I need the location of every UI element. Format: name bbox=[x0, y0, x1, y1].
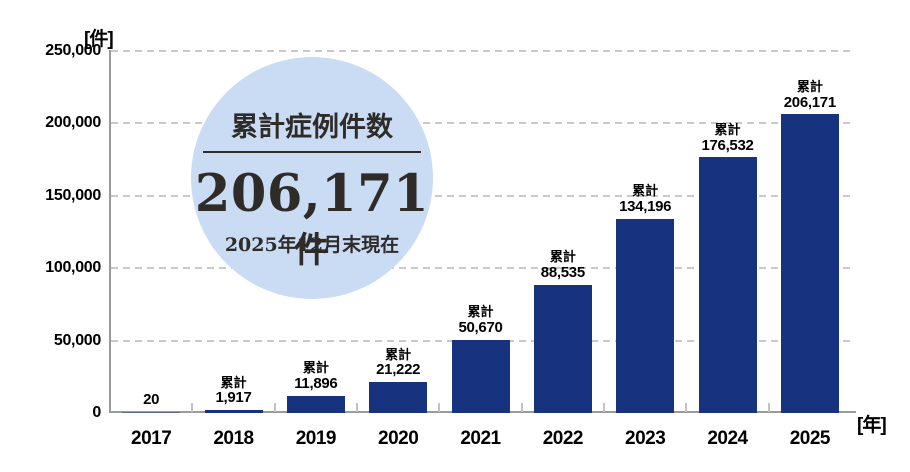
x-axis-boundary-tick bbox=[438, 403, 441, 412]
bar-label-2022: 累計 88,535 bbox=[541, 250, 585, 281]
bar-2018 bbox=[204, 410, 263, 413]
x-tick-label-2025: 2025 bbox=[789, 428, 831, 449]
bar-2020 bbox=[369, 382, 428, 413]
bar-label-2025: 累計 206,171 bbox=[784, 80, 836, 111]
bar-2021 bbox=[451, 339, 510, 413]
badge-as-of-date: 2025年12月末現在 bbox=[224, 234, 400, 256]
bar-label-value: 1,917 bbox=[215, 389, 252, 407]
bar-label-prefix: 累計 bbox=[714, 122, 741, 138]
bar-label-prefix: 累計 bbox=[632, 183, 659, 199]
x-axis-boundary-tick bbox=[603, 403, 605, 412]
bar-label-prefix: 累計 bbox=[796, 79, 823, 95]
bar-2024 bbox=[698, 157, 757, 413]
bar-label-value: 11,896 bbox=[294, 374, 338, 392]
y-tick-label: 250,000 bbox=[45, 42, 101, 59]
y-axis-line bbox=[109, 50, 111, 413]
bar-label-value: 206,171 bbox=[783, 93, 836, 111]
bar-label-2021: 累計 50,670 bbox=[458, 305, 502, 336]
bar-label-2024: 累計 176,532 bbox=[701, 122, 754, 154]
bar-label-prefix: 累計 bbox=[385, 346, 412, 362]
bar-label-prefix: 累計 bbox=[220, 374, 247, 390]
x-axis-unit-label: [年] bbox=[857, 415, 887, 436]
gridline-250,000 bbox=[111, 50, 852, 52]
y-tick-label: 200,000 bbox=[45, 114, 101, 132]
bar-label-value: 20 bbox=[143, 391, 160, 409]
y-tick-label: 150,000 bbox=[45, 186, 101, 204]
bar-label-2018: 累計 1,917 bbox=[215, 374, 252, 407]
badge-total-number: 206,171 bbox=[194, 164, 430, 224]
bar-2023 bbox=[616, 218, 675, 413]
x-tick-label-2023: 2023 bbox=[625, 428, 666, 449]
bar-label-value: 21,222 bbox=[376, 361, 421, 379]
x-tick-label-2024: 2024 bbox=[707, 428, 748, 449]
badge-total-unit: 件 bbox=[294, 230, 330, 271]
x-axis-boundary-tick bbox=[685, 403, 688, 412]
bar-label-value: 134,196 bbox=[619, 197, 672, 215]
x-axis-boundary-tick bbox=[273, 403, 276, 412]
badge-title: 累計症例件数 bbox=[231, 112, 393, 143]
x-tick-label-2022: 2022 bbox=[542, 428, 584, 449]
bar-label-prefix: 累計 bbox=[549, 249, 576, 265]
gridline-150,000 bbox=[111, 194, 852, 197]
badge-total-value: 206,171件 bbox=[191, 169, 433, 271]
bar-label-2023: 累計 134,196 bbox=[619, 184, 671, 215]
bar-2025 bbox=[780, 114, 839, 413]
y-tick-label: 50,000 bbox=[53, 331, 101, 349]
bar-label-2020: 累計 21,222 bbox=[376, 346, 421, 379]
cumulative-total-badge: 累計症例件数 206,171件 2025年12月末現在 bbox=[191, 57, 433, 299]
bar-2017 bbox=[122, 411, 181, 413]
gridline-200,000 bbox=[111, 122, 852, 125]
x-tick-label-2021: 2021 bbox=[460, 428, 501, 449]
x-axis-boundary-tick bbox=[356, 403, 358, 412]
x-axis-boundary-tick bbox=[767, 403, 770, 412]
bar-label-value: 50,670 bbox=[458, 318, 503, 336]
x-tick-label-2018: 2018 bbox=[213, 428, 254, 449]
bar-label-2019: 累計 11,896 bbox=[294, 360, 338, 392]
y-tick-label: 0 bbox=[92, 404, 101, 421]
x-tick-label-2020: 2020 bbox=[378, 428, 419, 449]
x-axis-boundary-tick bbox=[520, 403, 523, 412]
gridline-100,000 bbox=[111, 267, 852, 270]
bar-label-value: 88,535 bbox=[540, 264, 585, 282]
bar-2022 bbox=[533, 284, 592, 413]
x-tick-label-2017: 2017 bbox=[131, 428, 172, 449]
badge-divider bbox=[203, 151, 421, 153]
bar-2019 bbox=[286, 395, 345, 413]
bar-label-prefix: 累計 bbox=[302, 360, 329, 376]
bar-label-prefix: 累計 bbox=[467, 304, 494, 320]
x-tick-label-2019: 2019 bbox=[295, 428, 337, 449]
y-axis-unit-label: [件] bbox=[84, 29, 114, 50]
bar-label-value: 176,532 bbox=[701, 136, 754, 154]
bar-label-2017: 20 bbox=[143, 391, 160, 409]
y-tick-label: 100,000 bbox=[45, 259, 101, 277]
x-axis-boundary-tick bbox=[191, 403, 194, 412]
